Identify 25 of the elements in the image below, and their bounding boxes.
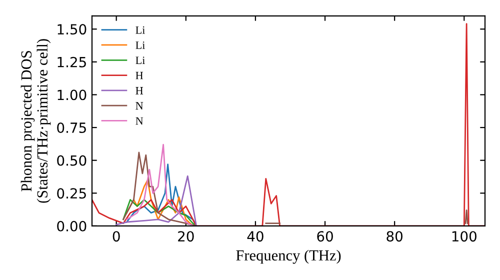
x-tick-label: 0 bbox=[112, 231, 120, 242]
legend-label: H bbox=[136, 87, 144, 94]
legend-label: N bbox=[136, 102, 144, 110]
y-tick-label: 0.00 bbox=[57, 220, 86, 232]
x-tick-label: 100 bbox=[452, 231, 476, 242]
x-tick-label: 20 bbox=[178, 231, 194, 242]
line-series bbox=[126, 144, 194, 226]
legend-label: Li bbox=[136, 26, 145, 34]
line-series bbox=[122, 199, 198, 226]
x-tick-label: 60 bbox=[317, 231, 333, 242]
legend-label: H bbox=[136, 72, 144, 80]
y-tick-label: 1.50 bbox=[58, 24, 86, 35]
x-axis-title: Frequency (THz) bbox=[236, 250, 341, 264]
y-tick-label: 0.75 bbox=[57, 122, 86, 133]
legend-label: N bbox=[136, 117, 144, 125]
y-tick-label: 0.25 bbox=[57, 188, 86, 199]
y-tick-label: 1.25 bbox=[58, 56, 86, 68]
legend-label: Li bbox=[136, 42, 145, 49]
y-tick-label: 1.00 bbox=[58, 90, 86, 100]
line-series bbox=[116, 175, 198, 226]
y-tick-label: 0.50 bbox=[57, 155, 86, 166]
x-tick-label: 40 bbox=[247, 231, 264, 242]
x-tick-label: 80 bbox=[386, 231, 402, 242]
y-axis-title: Phonon projected DOS (States/THz·primitive cell) bbox=[20, 39, 51, 203]
legend-label: Li bbox=[136, 56, 145, 64]
